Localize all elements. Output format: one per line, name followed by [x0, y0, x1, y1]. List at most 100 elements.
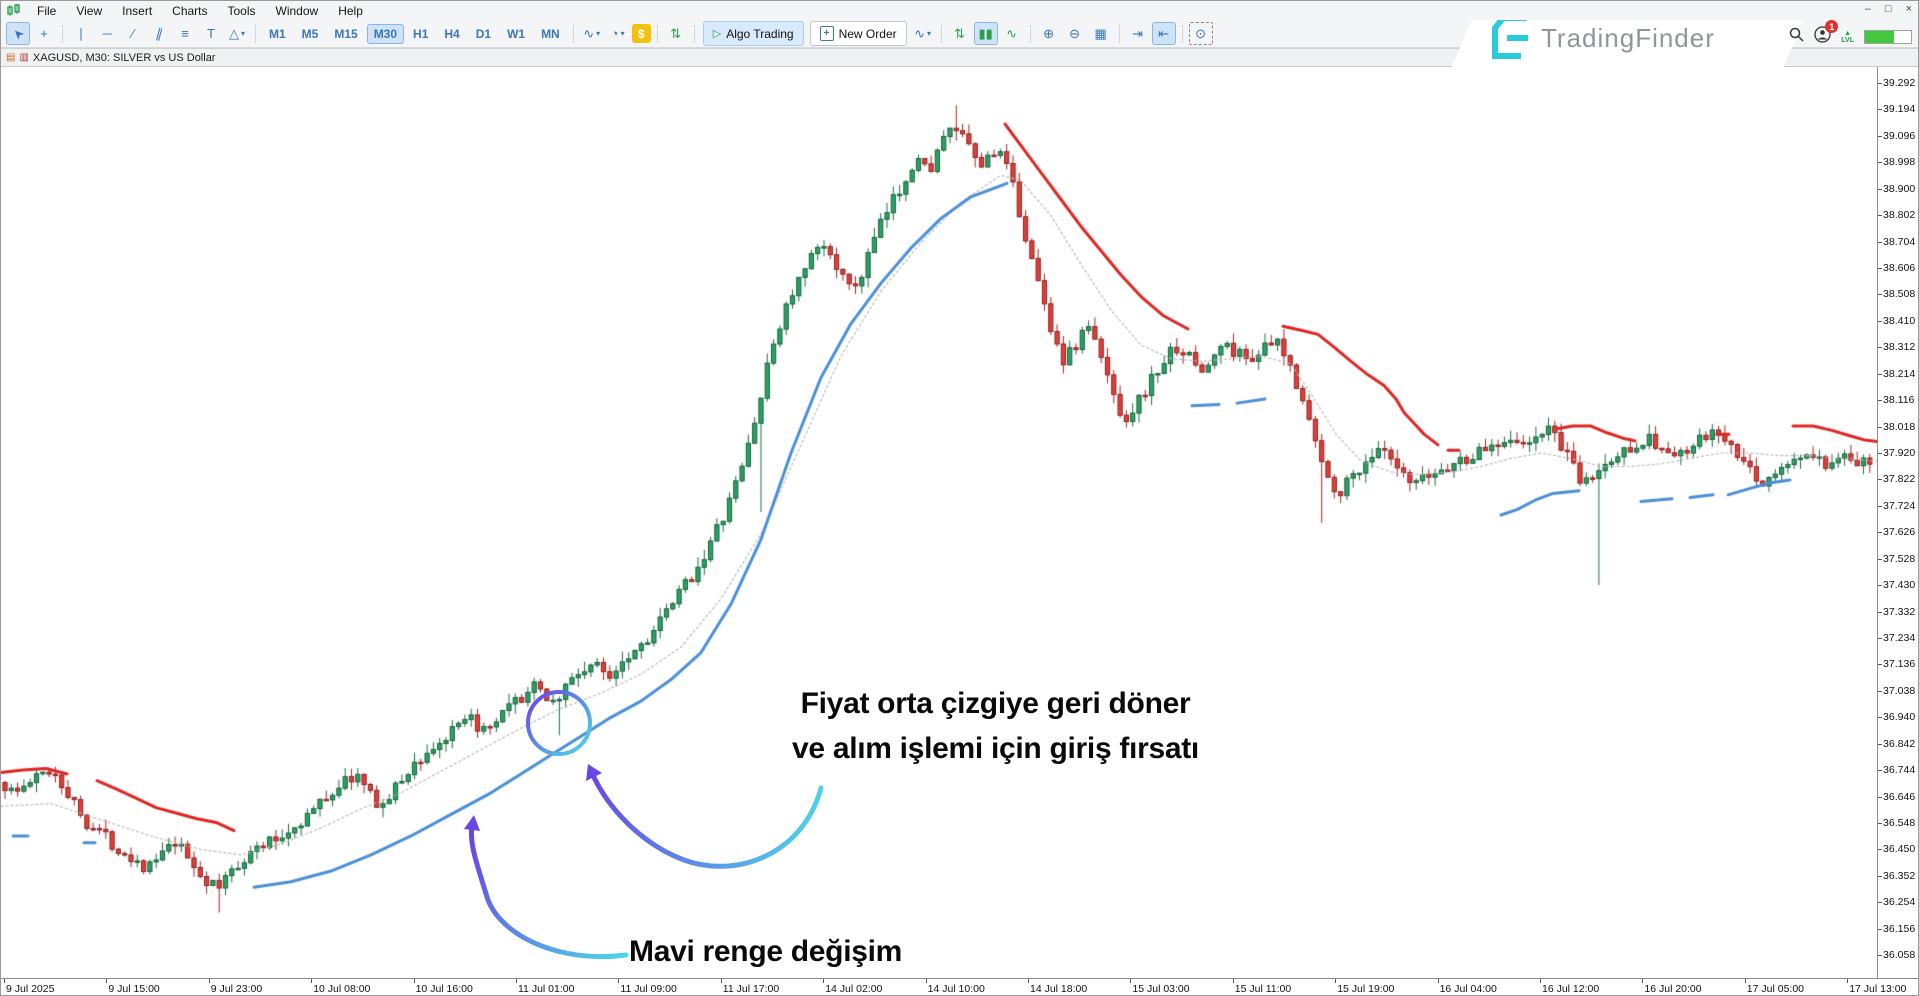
minimize-button[interactable]: – [1864, 3, 1871, 15]
crosshair-tool[interactable]: + [32, 22, 56, 45]
shift-chart-back[interactable]: ⇤ [1151, 22, 1176, 45]
algo-trading-button[interactable]: ▷ Algo Trading [702, 21, 804, 46]
timeframe-m5[interactable]: M5 [301, 26, 319, 41]
separator [693, 24, 695, 43]
time-label: 14 Jul 18:00 [1030, 983, 1088, 995]
timeframe-h4[interactable]: H4 [444, 26, 460, 41]
price-label: 36.450 [1883, 843, 1916, 856]
price-label: 37.626 [1883, 526, 1916, 539]
restore-button[interactable]: □ [1884, 3, 1892, 15]
line-chart-type[interactable]: ∿ ▾ [580, 22, 604, 45]
market-depth-wave[interactable]: ∿ ▾ [911, 22, 935, 45]
entry-annotation-line1: Fiyat orta çizgiye geri döner [800, 687, 1191, 720]
toolbar-group: ∿ ▾ [910, 22, 936, 45]
horizontal-line-tool[interactable]: ─ [95, 22, 119, 45]
trendline-tool-icon: ∕ [131, 26, 135, 41]
price-label: 36.352 [1883, 869, 1916, 882]
chart-area[interactable]: Fiyat orta çizgiye geri döner ve alım iş… [1, 67, 1879, 978]
toolbar-group: ∣ ─ ∕ ∥ ≡ T △ ▾ [68, 22, 250, 45]
level-up-icon: ▲ [1844, 30, 1852, 37]
separator [1181, 24, 1183, 43]
time-label: 15 Jul 03:00 [1132, 983, 1190, 995]
cursor-tool-icon: ➤ [8, 24, 27, 44]
indicators-menu[interactable]: ◔ ▾ [606, 22, 630, 45]
cursor-tool[interactable]: ➤ [6, 22, 30, 45]
toolbar-group: ➤ + [5, 22, 57, 45]
time-label: 16 Jul 20:00 [1644, 983, 1702, 995]
candles-chart-type[interactable]: ▮▮ [973, 22, 998, 45]
text-tool[interactable]: T [199, 22, 223, 45]
timeframe-mn[interactable]: MN [541, 26, 560, 41]
search-icon[interactable] [1789, 27, 1804, 47]
zoom-in[interactable]: ⊕ [1037, 22, 1061, 45]
chart-tab-label[interactable]: XAGUSD, M30: SILVER vs US Dollar [32, 51, 216, 64]
chart-tab-icon[interactable]: ▥ [19, 51, 29, 63]
shift-chart-end[interactable]: ⇥ [1126, 22, 1150, 45]
price-label: 36.646 [1883, 790, 1916, 803]
time-label: 14 Jul 02:00 [825, 983, 883, 995]
vertical-line-tool[interactable]: ∣ [69, 22, 93, 45]
menu-view[interactable]: View [76, 3, 103, 18]
menu-window[interactable]: Window [275, 3, 319, 18]
price-label: 39.292 [1883, 77, 1916, 89]
time-axis[interactable]: 9 Jul 2025 9 Jul 15:00 9 Jul 23:00 10 Jul 0… [1, 978, 1918, 995]
timeframe-w1[interactable]: W1 [507, 26, 526, 41]
market-depth-wave-icon: ∿ [914, 25, 926, 41]
line-chart-type-icon: ∿ [583, 25, 595, 41]
timeframe-d1[interactable]: D1 [475, 26, 492, 41]
profile-icon[interactable]: 1 [1814, 20, 1839, 48]
timeframe-m15[interactable]: M15 [334, 26, 358, 41]
sort-arrows[interactable]: ⇅ [948, 22, 972, 45]
time-label: 11 Jul 17:00 [722, 983, 780, 995]
text-tool-icon: T [207, 26, 215, 41]
grid-toggle[interactable]: ▦ [1089, 22, 1113, 45]
symbol-dollar[interactable]: $ [631, 24, 651, 43]
brand-name: TradingFinder [1541, 22, 1715, 53]
price-axis[interactable]: 39.292 39.194 39.096 38.998 38.900 38.802 38.7… [1877, 67, 1918, 978]
price-label: 37.822 [1883, 473, 1916, 486]
zoom-out[interactable]: ⊖ [1063, 22, 1087, 45]
color-change-annotation-text: Mavi renge değişim [629, 935, 903, 968]
menu-charts[interactable]: Charts [172, 3, 208, 18]
timeframe-group: M1 M5 M15 M30 H1 H4 D1 W1 MN [261, 23, 568, 44]
time-label: 16 Jul 04:00 [1439, 983, 1497, 995]
time-label: 11 Jul 01:00 [518, 983, 575, 995]
price-label: 37.724 [1883, 499, 1916, 512]
levels-tool-icon: ≡ [181, 26, 189, 41]
buy-sell-arrows[interactable]: ⇅ [664, 22, 688, 45]
crosshair-tool-icon: + [40, 26, 48, 41]
price-label: 36.156 [1883, 922, 1916, 935]
price-label: 37.234 [1883, 632, 1916, 645]
price-label: 38.018 [1883, 420, 1916, 433]
zigzag-line[interactable]: ∿ [1000, 22, 1024, 45]
close-button[interactable]: × [1905, 3, 1912, 15]
levels-tool[interactable]: ≡ [173, 22, 197, 45]
menu-help[interactable]: Help [338, 3, 363, 18]
menu-file[interactable]: File [37, 3, 57, 18]
new-order-button[interactable]: + New Order [809, 21, 907, 46]
new-order-icon: + [819, 26, 834, 41]
menu-insert[interactable]: Insert [122, 3, 153, 18]
shift-chart-back-icon: ⇤ [1158, 25, 1170, 41]
trendline-tool[interactable]: ∕ [121, 22, 145, 45]
timeframe-m1[interactable]: M1 [269, 26, 286, 41]
level-indicator[interactable]: ▲ LVL [1841, 30, 1854, 44]
market-watch-icon[interactable]: ▤ [6, 51, 16, 63]
menu-tools[interactable]: Tools [227, 3, 256, 18]
shapes-tool-icon: △ [228, 25, 239, 41]
candlestick-canvas[interactable] [1, 67, 1879, 978]
price-label: 38.410 [1883, 314, 1916, 327]
time-label: 9 Jul 23:00 [210, 983, 263, 995]
price-label: 38.704 [1883, 235, 1916, 248]
shapes-tool[interactable]: △ ▾ [225, 22, 249, 45]
price-label: 37.332 [1883, 605, 1916, 618]
timeframe-m30[interactable]: M30 [366, 23, 405, 44]
time-label: 17 Jul 13:00 [1849, 983, 1907, 995]
channel-tool[interactable]: ∥ [147, 22, 171, 45]
price-label: 38.508 [1883, 288, 1916, 301]
timeframe-h1[interactable]: H1 [413, 26, 429, 41]
price-label: 38.606 [1883, 262, 1916, 274]
screenshot-camera[interactable]: ⊙ [1188, 22, 1213, 45]
price-label: 39.194 [1883, 103, 1916, 116]
